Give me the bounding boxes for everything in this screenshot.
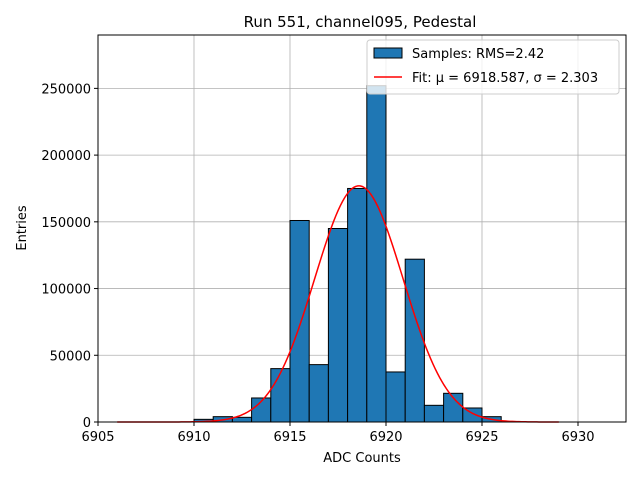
legend-samples-swatch xyxy=(373,47,403,59)
histogram-bars xyxy=(193,85,502,423)
legend-fit-label: Fit: μ = 6918.587, σ = 2.303 xyxy=(412,71,598,86)
histogram-bar-9 xyxy=(366,85,387,423)
y-tick-label-4: 200000 xyxy=(41,149,91,164)
histogram-bar-11 xyxy=(404,258,425,423)
x-axis-label: ADC Counts xyxy=(323,451,401,466)
histogram-bar-12 xyxy=(423,404,445,423)
legend-box xyxy=(366,39,620,95)
x-tick-label-2: 6915 xyxy=(273,430,306,445)
y-tick-label-0: 0 xyxy=(83,416,91,431)
chart-title: Run 551, channel095, Pedestal xyxy=(244,13,477,31)
histogram-bar-4 xyxy=(270,368,291,423)
histogram-bar-7 xyxy=(327,228,349,423)
plot-frame xyxy=(97,34,627,423)
y-tick-label-1: 50000 xyxy=(50,349,91,364)
y-tick-label-5: 250000 xyxy=(41,82,91,97)
x-tick-label-5: 6930 xyxy=(561,430,594,445)
y-axis-ticks: 0 50000 100000 150000 200000 250000 xyxy=(41,82,98,431)
histogram-bar-8 xyxy=(347,187,368,423)
x-tick-label-3: 6920 xyxy=(369,430,402,445)
histogram-bar-10 xyxy=(385,371,406,423)
histogram-bar-2 xyxy=(231,416,253,423)
x-tick-label-4: 6925 xyxy=(465,430,498,445)
y-tick-label-3: 150000 xyxy=(41,216,91,231)
x-tick-label-0: 6905 xyxy=(81,430,114,445)
x-axis-ticks: 6905 6910 6915 6920 6925 6930 xyxy=(81,422,595,445)
y-tick-label-2: 100000 xyxy=(41,283,91,298)
histogram-bar-5 xyxy=(289,219,310,423)
legend-samples-label: Samples: RMS=2.42 xyxy=(412,47,544,62)
histogram-bar-6 xyxy=(308,364,329,423)
legend: Samples: RMS=2.42 Fit: μ = 6918.587, σ =… xyxy=(366,39,620,95)
x-tick-label-1: 6910 xyxy=(177,430,210,445)
y-axis-label: Entries xyxy=(15,205,30,251)
